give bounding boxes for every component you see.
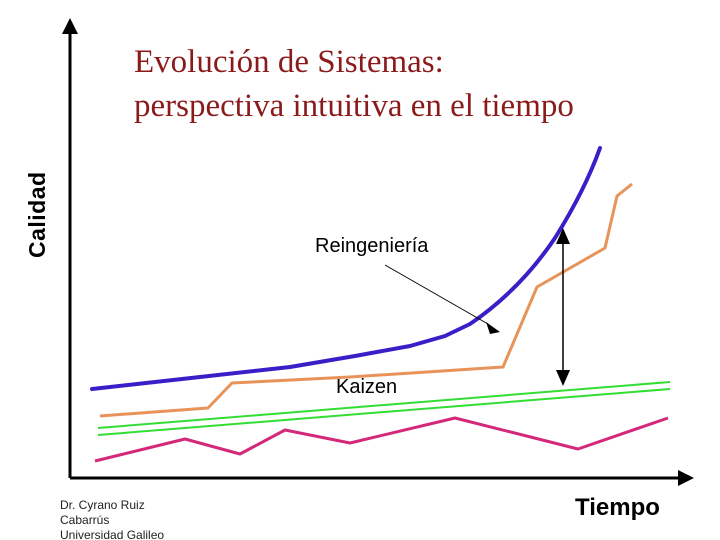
gap-arrow-top-head: [556, 228, 570, 244]
kaizen-line-upper: [97, 381, 671, 429]
author-line-1: Dr. Cyrano Ruiz: [60, 498, 145, 512]
step-improvement-line: [99, 182, 633, 418]
reingenieria-label: Reingeniería: [315, 235, 429, 257]
title-line-1: Evolución de Sistemas:: [134, 44, 444, 80]
bottom-zigzag-line: [94, 416, 669, 463]
x-axis-arrowhead: [678, 470, 694, 486]
reengineering-curve: [90, 146, 602, 391]
reingenieria-pointer-arrowhead: [486, 322, 500, 334]
y-axis-label: Calidad: [24, 171, 50, 258]
y-axis-arrowhead: [62, 18, 78, 34]
title-line-2: perspectiva intuitiva en el tiempo: [134, 88, 574, 124]
author-line-3: Universidad Galileo: [60, 528, 165, 540]
kaizen-label: Kaizen: [336, 376, 398, 398]
slide-title: Evolución de Sistemas: perspectiva intui…: [134, 40, 694, 128]
author-credit: Dr. Cyrano Ruiz Cabarrús Universidad Gal…: [60, 498, 164, 540]
kaizen-line-lower: [97, 388, 671, 436]
x-axis-label: Tiempo: [575, 494, 660, 521]
reingenieria-pointer-line: [384, 264, 489, 325]
author-line-2: Cabarrús: [60, 513, 110, 527]
gap-arrow-bottom-head: [556, 370, 570, 386]
